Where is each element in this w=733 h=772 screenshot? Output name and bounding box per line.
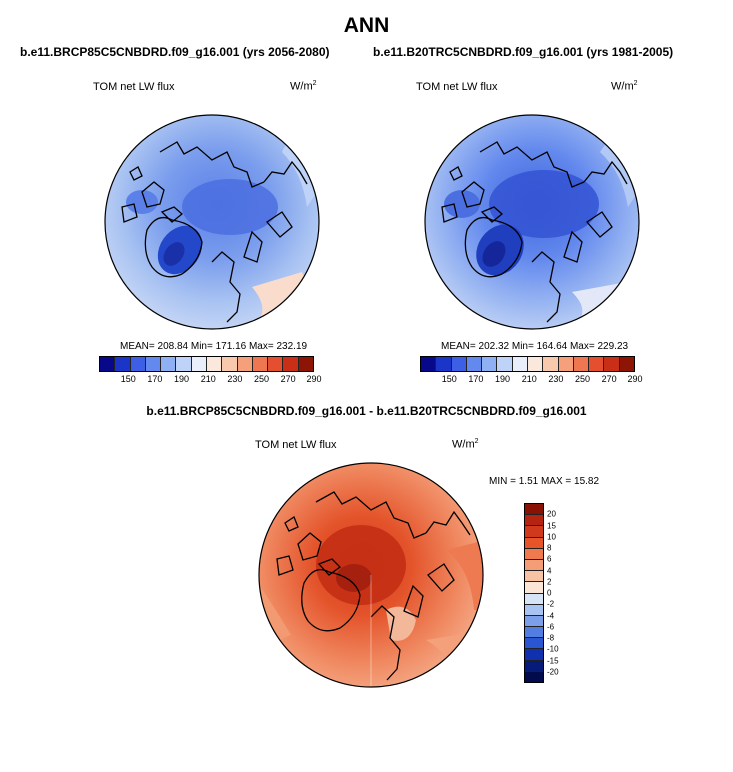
colorbar-left — [99, 356, 314, 372]
colorbar-left-box-1 — [100, 357, 116, 371]
polar-map-left — [104, 114, 320, 330]
colorbar-right-box-2 — [436, 357, 452, 371]
tick-label: 270 — [280, 374, 296, 384]
colorbar-right-box-1 — [421, 357, 437, 371]
tick-label: -20 — [547, 667, 559, 677]
colorbar-right-box-6 — [497, 357, 513, 371]
units-label-left: W/m2 — [290, 80, 317, 93]
tick-label: 15 — [547, 521, 556, 530]
colorbar-diff-box-8 — [525, 582, 543, 594]
colorbar-diff-box-14 — [525, 649, 543, 661]
field-label-left: TOM net LW flux — [93, 81, 175, 93]
figure-title: ANN — [343, 14, 390, 37]
field-label-diff: TOM net LW flux — [255, 439, 337, 451]
tick-label: 250 — [575, 374, 591, 384]
colorbar-diff-box-11 — [525, 615, 543, 628]
colorbar-left-box-3 — [130, 357, 146, 371]
tick-label: 170 — [147, 374, 163, 384]
colorbar-left-box-8 — [206, 357, 223, 371]
colorbar-left-box-11 — [252, 357, 269, 371]
colorbar-diff-box-10 — [525, 604, 543, 616]
colorbar-right-box-5 — [482, 357, 498, 371]
colorbar-right-box-12 — [589, 357, 605, 371]
stats-left: MEAN= 208.84 Min= 171.16 Max= 232.19 — [120, 341, 308, 352]
tick-label: -6 — [547, 622, 555, 632]
colorbar-right-box-13 — [604, 357, 620, 371]
tick-label: -15 — [547, 656, 559, 665]
tick-label: -4 — [547, 611, 555, 620]
field-label-right: TOM net LW flux — [416, 81, 498, 93]
colorbar-left-box-9 — [222, 357, 238, 371]
colorbar-right-box-9 — [543, 357, 559, 371]
colorbar-diff-box-12 — [525, 627, 543, 639]
diff-title: b.e11.BRCP85C5CNBDRD.f09_g16.001 - b.e11… — [146, 404, 587, 418]
colorbar-diff-box-9 — [525, 593, 543, 605]
tick-label: -10 — [547, 644, 559, 654]
colorbar-diff — [524, 503, 544, 683]
tick-label: 290 — [306, 374, 322, 384]
tick-label: 210 — [521, 374, 537, 384]
stats-diff: MIN = 1.51 MAX = 15.82 — [489, 476, 600, 487]
colorbar-left-box-7 — [191, 357, 207, 371]
colorbar-diff-box-15 — [525, 660, 543, 672]
colorbar-right-box-14 — [619, 357, 634, 371]
colorbar-right — [420, 356, 635, 372]
polar-map-right — [424, 114, 640, 330]
colorbar-right-box-11 — [573, 357, 590, 371]
tick-label: 2 — [547, 577, 552, 587]
colorbar-right-box-3 — [451, 357, 467, 371]
colorbar-diff-box-1 — [525, 504, 543, 516]
colorbar-diff-box-16 — [525, 671, 543, 682]
tick-label: 230 — [227, 374, 243, 384]
tick-label: 290 — [627, 374, 643, 384]
colorbar-diff-box-4 — [525, 537, 543, 549]
colorbar-left-box-10 — [237, 357, 253, 371]
colorbar-left-box-14 — [298, 357, 313, 371]
colorbar-left-box-5 — [161, 357, 177, 371]
tick-label: 10 — [547, 532, 556, 542]
tick-label: -2 — [547, 599, 555, 609]
colorbar-right-box-8 — [527, 357, 544, 371]
case-title-left: b.e11.BRCP85C5CNBDRD.f09_g16.001 (yrs 20… — [20, 45, 330, 59]
tick-label: 210 — [200, 374, 216, 384]
tick-label: 4 — [547, 566, 552, 575]
tick-label: 0 — [547, 588, 552, 598]
colorbar-left-box-6 — [176, 357, 192, 371]
tick-label: 20 — [547, 509, 556, 519]
tick-label: 250 — [254, 374, 270, 384]
tick-label: 6 — [547, 554, 552, 564]
colorbar-diff-box-2 — [525, 515, 543, 527]
colorbar-left-box-13 — [283, 357, 299, 371]
tick-label: 270 — [601, 374, 617, 384]
tick-label: 8 — [547, 543, 552, 553]
tick-label: 190 — [495, 374, 511, 384]
colorbar-diff-box-6 — [525, 559, 543, 572]
colorbar-diff-box-5 — [525, 548, 543, 560]
colorbar-left-box-2 — [115, 357, 131, 371]
colorbar-right-box-4 — [466, 357, 483, 371]
colorbar-diff-box-3 — [525, 526, 543, 538]
tick-label: 150 — [441, 374, 457, 384]
colorbar-left-ticks: 150 170 190 210 230 250 270 290 — [99, 374, 322, 386]
tick-label: 170 — [468, 374, 484, 384]
units-label-diff: W/m2 — [452, 438, 479, 451]
colorbar-diff-ticks: 20 15 10 8 6 4 2 0 -2 -4 -6 -8 -10 -15 -… — [547, 503, 577, 683]
colorbar-right-ticks: 150 170 190 210 230 250 270 290 — [420, 374, 643, 386]
units-label-right: W/m2 — [611, 80, 638, 93]
colorbar-right-box-7 — [512, 357, 528, 371]
colorbar-diff-box-7 — [525, 571, 543, 583]
colorbar-left-box-4 — [145, 357, 162, 371]
case-title-right: b.e11.B20TRC5CNBDRD.f09_g16.001 (yrs 198… — [373, 45, 674, 59]
tick-label: 150 — [120, 374, 136, 384]
polar-map-diff — [258, 462, 484, 688]
colorbar-right-box-10 — [558, 357, 574, 371]
tick-label: -8 — [547, 633, 555, 643]
tick-label: 230 — [548, 374, 564, 384]
tick-label: 190 — [174, 374, 190, 384]
stats-right: MEAN= 202.32 Min= 164.64 Max= 229.23 — [441, 341, 629, 352]
colorbar-left-box-12 — [268, 357, 284, 371]
colorbar-diff-box-13 — [525, 638, 543, 650]
